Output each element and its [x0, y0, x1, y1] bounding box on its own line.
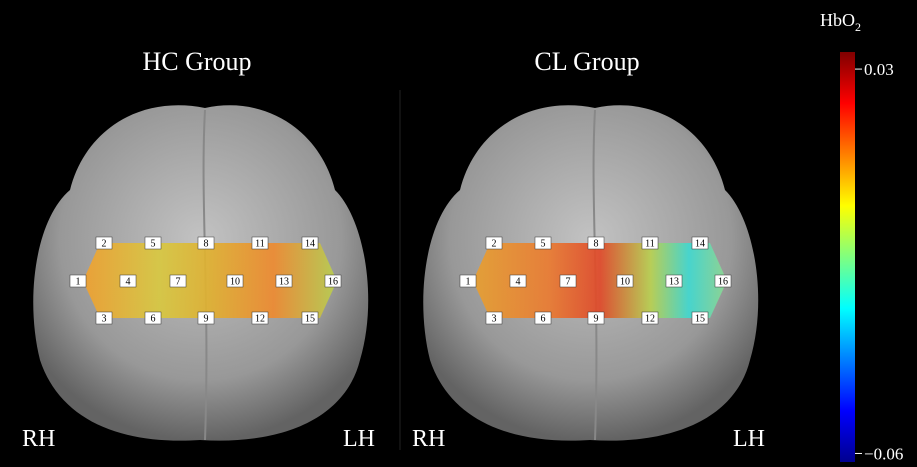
channel-label: 11	[645, 238, 655, 249]
panel-title: CL Group	[534, 47, 639, 76]
channel-label: 5	[151, 238, 156, 249]
channel-label: 4	[516, 276, 521, 287]
colorbar	[840, 52, 855, 462]
channel-label: 3	[492, 313, 497, 324]
hemisphere-label: LH	[343, 426, 375, 452]
channel-label: 12	[645, 313, 655, 324]
channel-label: 15	[305, 313, 315, 324]
channel-label: 14	[695, 238, 705, 249]
colorbar-tick-label: 0.03	[864, 60, 894, 79]
channel-label: 2	[102, 238, 107, 249]
figure: HC GroupRHLH12345678910111213141516CL Gr…	[0, 0, 917, 467]
colorbar-label-text: HbO	[820, 10, 855, 30]
channel-label: 4	[126, 276, 131, 287]
channel-label: 12	[255, 313, 265, 324]
channel-label: 5	[541, 238, 546, 249]
hemisphere-label: LH	[733, 426, 765, 452]
channel-label: 7	[566, 276, 571, 287]
channel-label: 2	[492, 238, 497, 249]
channel-label: 1	[466, 276, 471, 287]
colorbar-label-subscript: 2	[855, 20, 861, 34]
channel-label: 7	[176, 276, 181, 287]
channel-label: 15	[695, 313, 705, 324]
colorbar-tick-label: −0.06	[864, 444, 903, 463]
channel-label: 10	[620, 276, 630, 287]
channel-label: 6	[151, 313, 156, 324]
channel-label: 13	[279, 276, 289, 287]
channel-label: 13	[669, 276, 679, 287]
channel-label: 9	[594, 313, 599, 324]
channel-label: 1	[76, 276, 81, 287]
channel-label: 9	[204, 313, 209, 324]
panel-title: HC Group	[142, 47, 251, 76]
channel-label: 8	[594, 238, 599, 249]
channel-label: 11	[255, 238, 265, 249]
channel-label: 3	[102, 313, 107, 324]
channel-label: 16	[718, 276, 728, 287]
colorbar-label: HbO2	[820, 10, 861, 34]
hemisphere-label: RH	[412, 426, 445, 452]
channel-label: 14	[305, 238, 315, 249]
channel-label: 8	[204, 238, 209, 249]
channel-label: 6	[541, 313, 546, 324]
hemisphere-label: RH	[22, 426, 55, 452]
channel-label: 16	[328, 276, 338, 287]
channel-label: 10	[230, 276, 240, 287]
